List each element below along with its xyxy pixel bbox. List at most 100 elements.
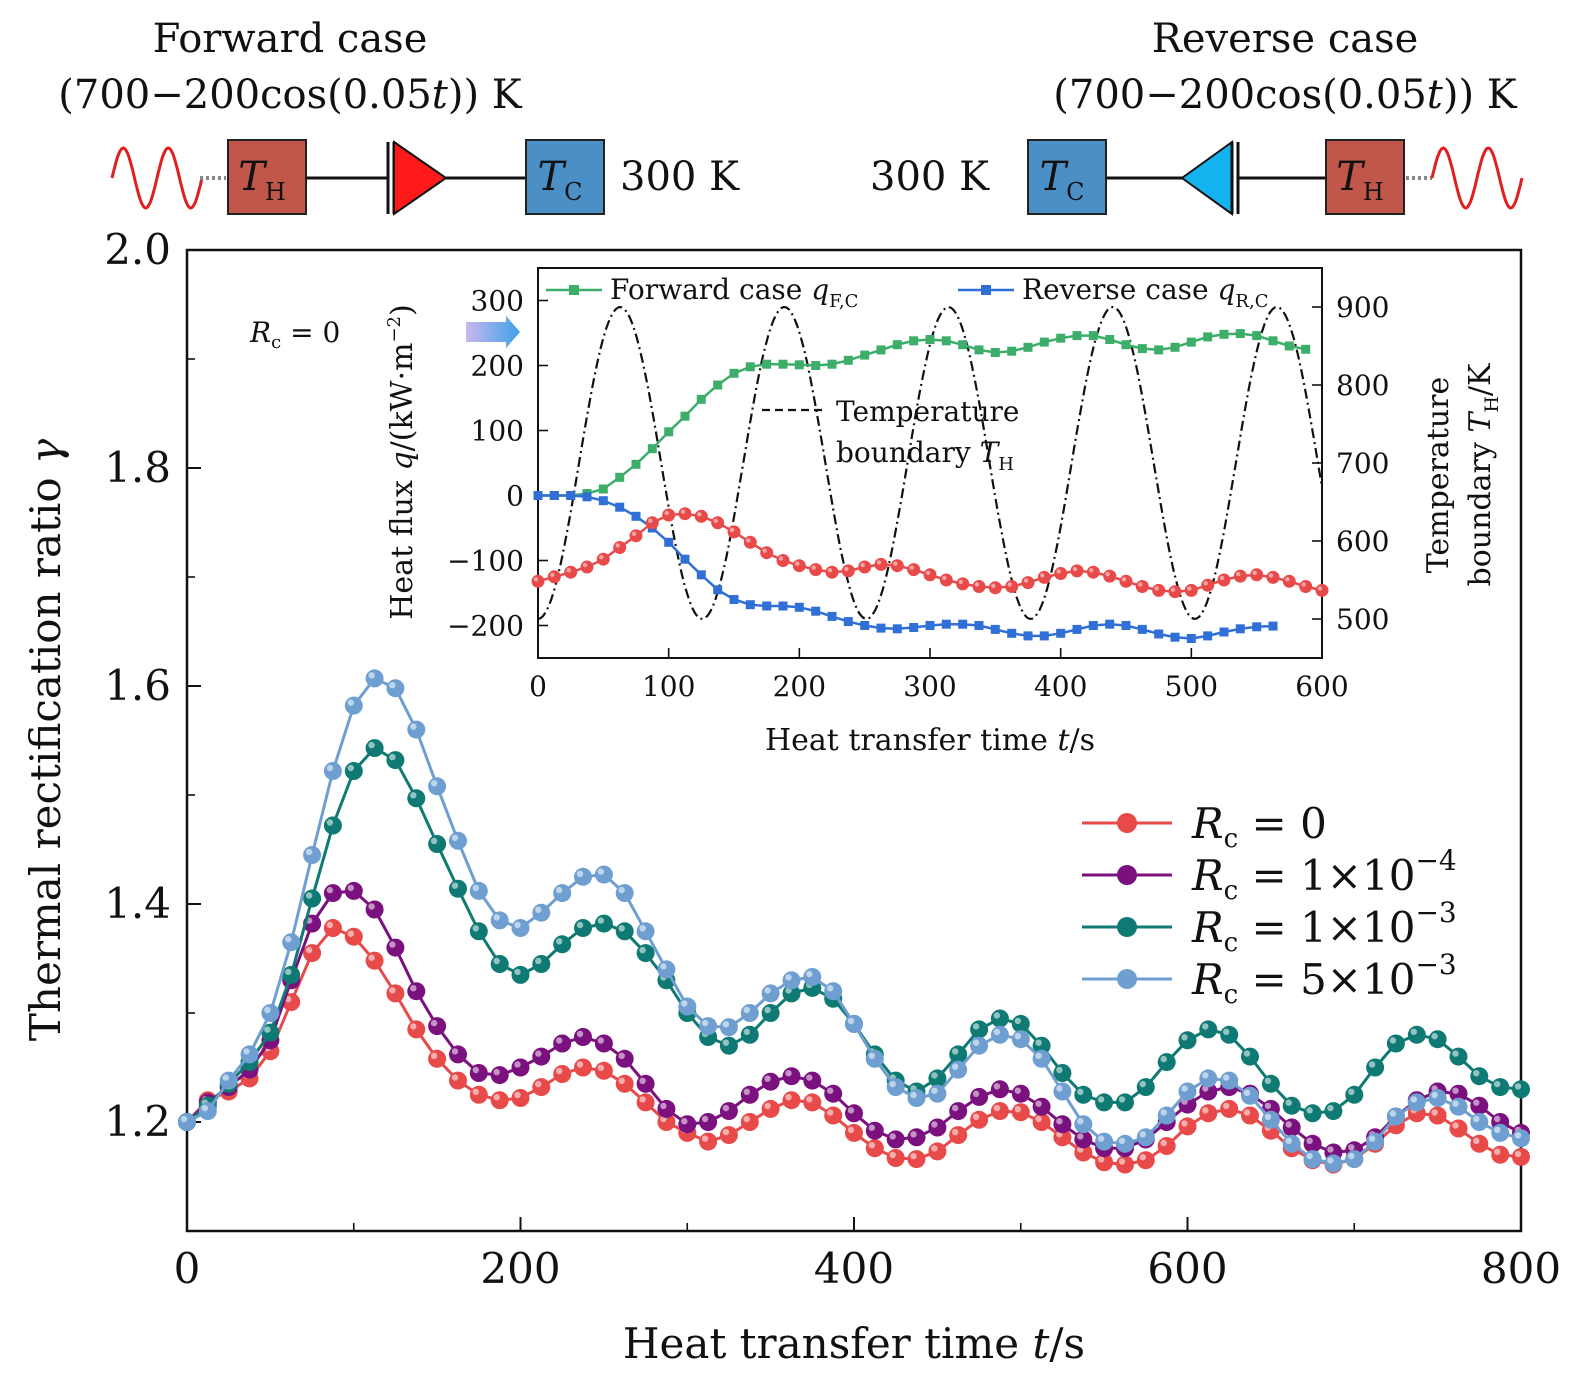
inset-data-point: [1219, 627, 1229, 637]
main-data-point: [782, 971, 801, 990]
main-data-point: [1428, 1106, 1447, 1125]
main-data-point-highlight: [639, 1096, 646, 1103]
inset-data-point: [794, 602, 804, 612]
main-data-point-highlight: [389, 941, 396, 948]
main-data-point: [1261, 1110, 1280, 1129]
main-data-point: [1095, 1093, 1114, 1112]
main-data-point: [740, 1004, 759, 1022]
inset-legend-label: Forward case qF,C: [610, 273, 858, 312]
main-data-point-highlight: [1097, 1096, 1105, 1103]
main-data-point-highlight: [410, 723, 417, 730]
main-data-point-highlight: [618, 925, 625, 932]
schematic-forward: Forward case (700−200cos(0.05t)) K TH TC…: [58, 16, 740, 216]
inset-data-point: [958, 340, 968, 350]
main-data-point-highlight: [952, 1128, 959, 1136]
main-data-point-highlight: [1368, 1135, 1376, 1142]
main-data-point: [699, 1113, 718, 1131]
inset-data-point: [1072, 624, 1082, 634]
reverse-formula-var: t: [1427, 72, 1444, 118]
main-data-point-highlight: [1494, 1115, 1501, 1123]
main-data-point: [970, 1036, 989, 1055]
inset-data-point: [1105, 619, 1115, 629]
main-data-point-highlight: [1473, 1137, 1480, 1145]
main-data-point-highlight: [1243, 1109, 1251, 1116]
main-data-point-highlight: [1035, 1052, 1042, 1060]
main-data-point-highlight: [410, 985, 417, 992]
main-y-axis-label: Thermal rectification ratio γ: [21, 438, 70, 1041]
main-data-point: [261, 1004, 280, 1022]
inset-y-right-tick-label: 700: [1336, 447, 1389, 480]
inset-y-right-tick-label: 900: [1336, 291, 1389, 324]
main-data-point: [657, 960, 676, 979]
main-data-point-highlight: [1014, 1106, 1021, 1113]
main-data-point: [1470, 1096, 1489, 1115]
main-data-point-highlight: [618, 886, 625, 894]
main-data-point: [428, 835, 447, 853]
main-data-point-highlight: [827, 1109, 834, 1116]
main-data-point: [532, 903, 551, 922]
main-data-point: [449, 831, 467, 850]
main-data-point-highlight: [764, 1075, 771, 1082]
main-data-point-highlight: [743, 1088, 750, 1096]
main-data-point: [865, 1049, 884, 1068]
main-data-point: [1449, 1097, 1468, 1116]
inset-data-point: [1217, 573, 1231, 587]
inset-data-point: [1119, 574, 1133, 588]
main-data-point: [449, 1071, 467, 1090]
main-data-point: [782, 1091, 801, 1110]
inset-data-point: [645, 516, 659, 530]
main-x-tick-label: 0: [174, 1244, 201, 1293]
inset-data-point-highlight: [1007, 582, 1012, 587]
main-data-point-highlight: [993, 1104, 1001, 1112]
main-data-point: [1053, 1082, 1072, 1101]
reverse-formula-pre: (700−200cos(0.05: [1053, 72, 1427, 118]
inset-data-point-highlight: [1089, 568, 1094, 573]
main-data-point: [428, 1049, 447, 1068]
inset-data-point: [1315, 583, 1329, 597]
inset-data-point: [1170, 632, 1180, 642]
main-data-point-highlight: [972, 1113, 980, 1121]
inset-data-point: [711, 516, 725, 530]
inset-data-point: [533, 491, 543, 500]
main-data-point-highlight: [576, 921, 584, 929]
main-data-point-highlight: [1494, 1080, 1501, 1088]
main-data-point: [1241, 1047, 1259, 1066]
forward-cold-label: TC: [537, 154, 582, 206]
inset-data-point: [678, 507, 692, 521]
main-data-point-highlight: [472, 884, 479, 892]
reverse-hot-subscript: H: [1363, 178, 1384, 206]
inset-data-point: [974, 621, 984, 630]
main-data-point: [1303, 1104, 1322, 1123]
main-data-point-highlight: [1348, 1088, 1355, 1096]
inset-data-point: [811, 361, 821, 370]
main-data-point: [511, 965, 530, 984]
main-data-point-highlight: [389, 682, 396, 689]
main-data-point: [1095, 1132, 1114, 1151]
inset-series-group: [531, 305, 1329, 643]
forward-formula-var: t: [432, 72, 449, 118]
inset-y-right-tick-label: 600: [1336, 525, 1389, 558]
main-data-point: [386, 984, 405, 1003]
main-data-point: [407, 982, 426, 1001]
inset-temperature-label-line2: boundary TH: [836, 436, 1014, 475]
inset-data-point: [598, 496, 608, 506]
main-data-point: [1116, 1155, 1134, 1174]
inset-data-point: [647, 444, 657, 454]
inset-series-0: [533, 329, 1311, 500]
main-data-point: [1116, 1134, 1134, 1153]
main-data-point: [699, 1017, 718, 1036]
inset-data-point: [1186, 634, 1196, 643]
main-data-point-highlight: [1118, 1137, 1126, 1145]
inset-data-point: [531, 574, 545, 588]
inset-data-point-highlight: [778, 556, 784, 561]
inset-legend: Forward case qF,C Reverse case qR,C Temper…: [546, 273, 1268, 475]
main-data-point-highlight: [493, 1094, 500, 1101]
main-data-point-highlight: [952, 1104, 959, 1112]
main-data-point: [490, 1066, 509, 1085]
main-data-point: [1407, 1025, 1426, 1044]
main-data-point: [574, 1028, 592, 1046]
main-data-point-highlight: [639, 925, 646, 932]
main-data-point: [344, 762, 363, 780]
main-data-point: [553, 1034, 572, 1053]
main-data-point-highlight: [535, 906, 542, 913]
